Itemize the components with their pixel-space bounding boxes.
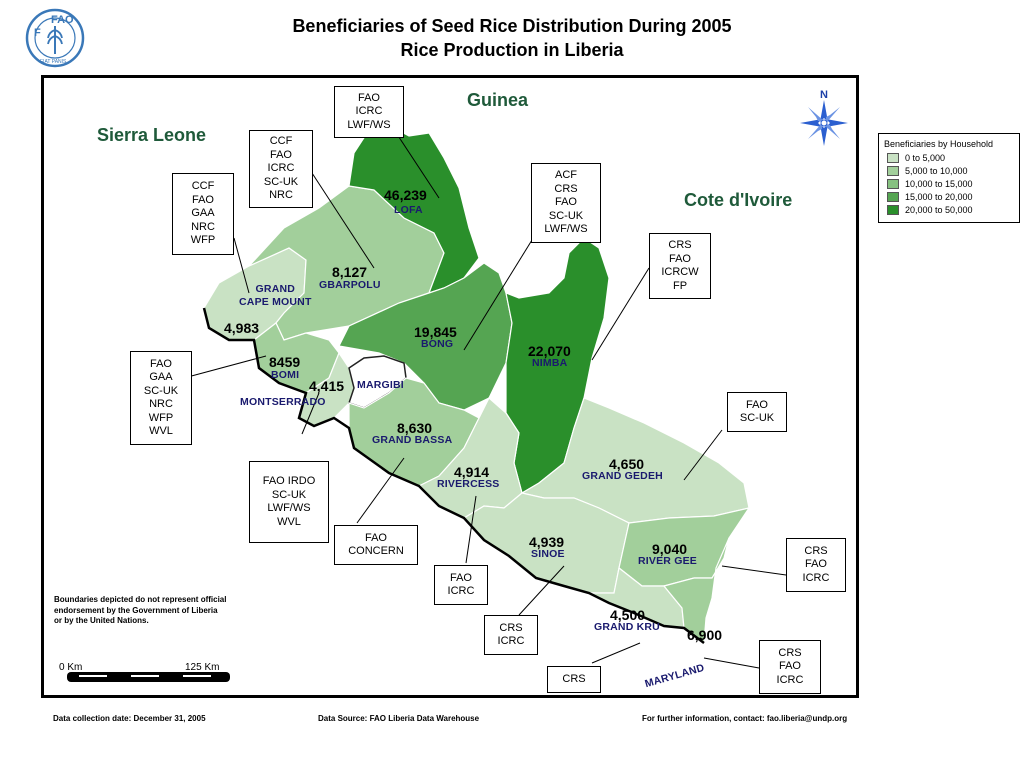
agency-box-grand-cape-mount: CCF FAO GAA NRC WFP (172, 173, 234, 255)
label-grand-cape-mount: GRAND CAPE MOUNT (239, 283, 312, 308)
country-label-cote-divoire: Cote d'Ivoire (684, 190, 793, 210)
value-rivercess: 4,914 (454, 464, 490, 480)
value-river-gee: 9,040 (652, 541, 688, 557)
legend-item: 15,000 to 20,000 (887, 191, 973, 202)
county-maryland (662, 537, 730, 645)
logo-motto: FIAT PANIS (40, 59, 67, 65)
footer-date: Data collection date: December 31, 2005 (53, 714, 206, 723)
legend-item: 0 to 5,000 (887, 152, 945, 163)
agency-box-lofa: FAO ICRC LWF/WS (334, 86, 404, 138)
legend-item: 10,000 to 15,000 (887, 178, 973, 189)
agency-box-sinoe: CRS ICRC (484, 615, 538, 655)
value-lofa: 46,239 (384, 187, 427, 203)
fao-wheat-logo: F FAO FIAT PANIS (25, 8, 85, 68)
footer-contact: For further information, contact: fao.li… (642, 714, 848, 723)
svg-text:N: N (820, 89, 828, 101)
label-grand-gedeh: GRAND GEDEH (582, 470, 663, 482)
coastline (202, 307, 705, 644)
agency-box-bong: ACF CRS FAO SC-UK LWF/WS (531, 163, 601, 243)
svg-text:F: F (34, 27, 41, 39)
map-frame: Guinea Sierra Leone Cote d'Ivoire 46,239… (41, 75, 859, 698)
country-label-sierra-leone: Sierra Leone (97, 125, 207, 145)
label-bong: BONG (421, 338, 454, 350)
agency-box-nimba: CRS FAO ICRCW FP (649, 233, 711, 299)
label-margibi: MARGIBI (357, 379, 404, 391)
compass-rose-icon: N (800, 89, 848, 146)
value-grand-gedeh: 4,650 (609, 456, 645, 472)
value-maryland: 6,900 (687, 627, 723, 643)
legend-title: Beneficiaries by Household (884, 139, 994, 149)
label-sinoe: SINOE (531, 548, 565, 560)
scale-bar-graphic (67, 672, 230, 682)
legend: Beneficiaries by Household 0 to 5,000 5,… (878, 133, 1020, 223)
agency-box-rivercess: FAO ICRC (434, 565, 488, 605)
scale-end-label: 125 Km (185, 662, 220, 673)
agency-box-gbarpolu: CCF FAO ICRC SC-UK NRC (249, 130, 313, 208)
map-title: Beneficiaries of Seed Rice Distribution … (292, 16, 732, 36)
value-nimba: 22,070 (528, 343, 571, 359)
value-grand-cape-mount: 4,983 (224, 320, 260, 336)
label-river-gee: RIVER GEE (638, 555, 697, 567)
agency-box-montserrado: FAO IRDO SC-UK LWF/WS WVL (249, 461, 329, 543)
label-bomi: BOMI (271, 369, 300, 381)
value-grand-kru: 4,500 (610, 607, 646, 623)
agency-box-maryland: CRS FAO ICRC (759, 640, 821, 694)
agency-box-grand-bassa: FAO CONCERN (334, 525, 418, 565)
label-gbarpolu: GBARPOLU (319, 279, 381, 291)
label-grand-bassa: GRAND BASSA (372, 434, 453, 446)
agency-box-bomi: FAO GAA SC-UK NRC WFP WVL (130, 351, 192, 445)
label-lofa: LOFA (394, 204, 423, 216)
map-subtitle: Rice Production in Liberia (400, 40, 624, 60)
label-montserrado: MONTSERRADO (240, 396, 326, 408)
legend-item: 5,000 to 10,000 (887, 165, 968, 176)
disclaimer: Boundaries depicted do not represent off… (54, 595, 227, 625)
agency-box-grand-gedeh: FAO SC-UK (727, 392, 787, 432)
label-grand-kru: GRAND KRU (594, 621, 660, 633)
value-bomi: 8459 (269, 354, 301, 370)
scale-start-label: 0 Km (59, 662, 83, 673)
value-sinoe: 4,939 (529, 534, 565, 550)
value-gbarpolu: 8,127 (332, 264, 368, 280)
value-montserrado: 4,415 (309, 378, 345, 394)
value-grand-bassa: 8,630 (397, 420, 433, 436)
legend-item: 20,000 to 50,000 (887, 204, 973, 215)
label-rivercess: RIVERCESS (437, 478, 500, 490)
agency-box-grand-kru: CRS (547, 666, 601, 693)
liberia-map (183, 121, 787, 669)
logo-text: FAO (51, 14, 74, 26)
footer-source: Data Source: FAO Liberia Data Warehouse (318, 714, 480, 723)
country-label-guinea: Guinea (467, 90, 529, 110)
value-bong: 19,845 (414, 324, 457, 340)
scale-bar: 0 Km 125 Km (59, 662, 234, 686)
agency-box-river-gee: CRS FAO ICRC (786, 538, 846, 592)
label-nimba: NIMBA (532, 357, 568, 369)
